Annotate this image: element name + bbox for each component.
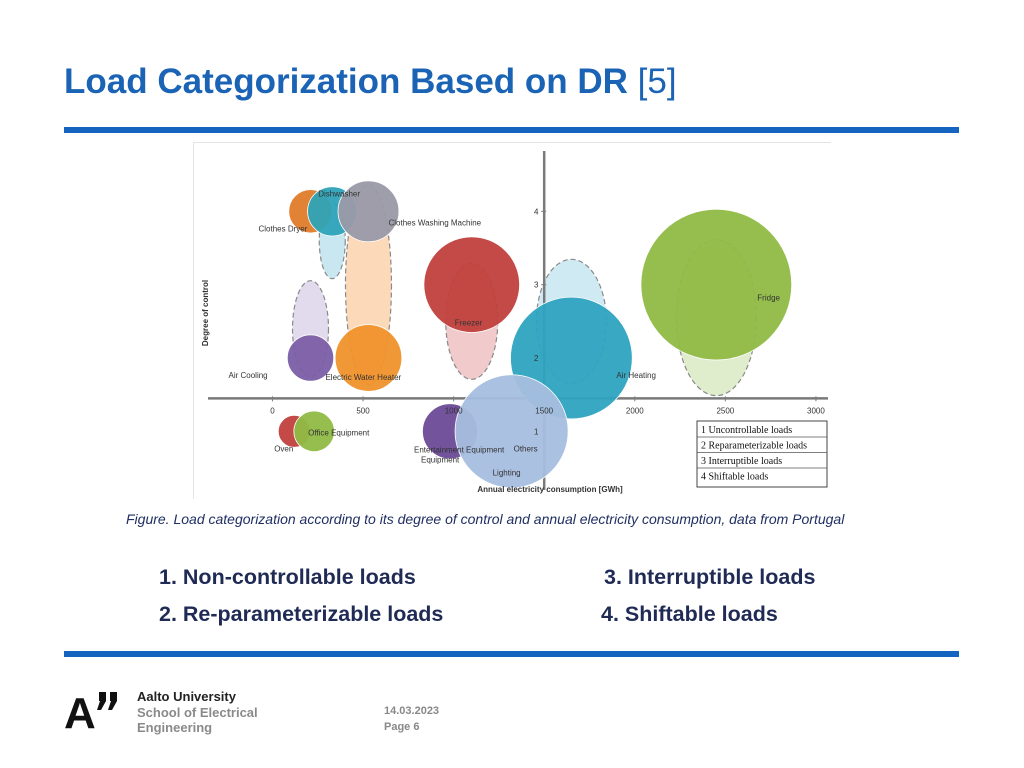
slide-page-number: Page 6 (384, 721, 420, 733)
x-tick-label: 500 (356, 406, 370, 415)
category-2: 2. Re-parameterizable loads (159, 602, 444, 626)
legend-item: 3 Interruptible loads (701, 456, 782, 467)
organization-name: Aalto University School of Electrical En… (137, 689, 258, 736)
legend-box (696, 420, 828, 488)
bubble-others-lighting (454, 374, 569, 489)
bubble-chart: 0 500 1000 1500 2000 2500 3000 1 2 3 4 Annual elect… (201, 151, 828, 494)
x-tick-label: 2000 (626, 406, 644, 415)
category-4: 4. Shiftable loads (601, 602, 778, 626)
x-tick-label: 3000 (807, 406, 825, 415)
bubble-label: Clothes Dryer (259, 224, 308, 233)
bubble-clothes-washing-machine (337, 180, 400, 243)
bubble-label: Others (514, 444, 538, 453)
y-tick-label: 2 (534, 354, 539, 363)
x-tick-label: 1500 (535, 406, 553, 415)
bottom-divider (64, 651, 959, 657)
y-axis-title: Degree of control (201, 280, 210, 346)
slide-title: Load Categorization Based on DR [5] (64, 62, 677, 102)
org-department: Engineering (137, 720, 213, 735)
title-text: Load Categorization Based on DR (64, 62, 628, 101)
bubble-label: Oven (274, 444, 293, 453)
slide-date: 14.03.2023 (384, 705, 440, 717)
bubble-fridge (640, 208, 793, 361)
aalto-logo: A (64, 690, 117, 730)
bubble-label: Freezer (455, 319, 483, 328)
bubble-freezer (423, 236, 520, 333)
bubble-label: Dishwasher (318, 189, 360, 198)
legend-item: 1 Uncontrollable loads (701, 425, 792, 436)
y-tick-label: 3 (534, 281, 539, 290)
slide-meta: 14.03.2023 Page 6 (384, 703, 439, 735)
bubble-label: Lighting (493, 468, 521, 477)
top-divider (64, 127, 959, 133)
category-3: 3. Interruptible loads (604, 565, 816, 589)
y-tick-label: 1 (534, 427, 539, 436)
logo-letter: A (64, 690, 96, 730)
y-tick-label: 4 (534, 207, 539, 216)
chart-figure: 0 500 1000 1500 2000 2500 3000 1 2 3 4 Annual elect… (193, 142, 831, 499)
legend-item: 2 Reparameterizable loads (701, 441, 807, 452)
bubble-label: Equipment (421, 455, 460, 464)
org-university: Aalto University (137, 689, 236, 704)
category-1: 1. Non-controllable loads (159, 565, 416, 589)
bubble-label: Entertainment Equipment (414, 445, 505, 454)
logo-quote-mark (97, 692, 117, 710)
bubble-label: Fridge (757, 294, 780, 303)
x-axis-title: Annual electricity consumption [GWh] (477, 485, 623, 494)
title-reference: [5] (637, 62, 677, 101)
x-tick-label: 0 (270, 406, 275, 415)
org-school: School of Electrical (137, 704, 258, 720)
bubble-label: Electric Water Heater (325, 373, 401, 382)
bubble-label: Air Heating (616, 371, 656, 380)
legend-item: 4 Shiftable loads (701, 472, 768, 483)
x-tick-label: 2500 (716, 406, 734, 415)
figure-caption: Figure. Load categorization according to… (126, 511, 845, 527)
bubble-label: Air Cooling (229, 371, 268, 380)
bubble-label: Office Equipment (308, 428, 370, 437)
x-tick-label: 1000 (445, 406, 463, 415)
bubble-electric-water-heater (334, 324, 403, 392)
bubble-air-cooling (286, 334, 335, 382)
bubble-label: Clothes Washing Machine (388, 218, 481, 227)
bubble-office-equipment (293, 410, 335, 453)
